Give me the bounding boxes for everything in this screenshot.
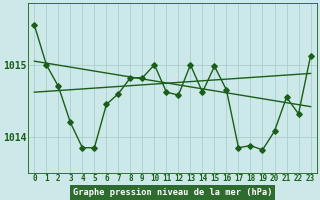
X-axis label: Graphe pression niveau de la mer (hPa): Graphe pression niveau de la mer (hPa) (73, 188, 272, 197)
